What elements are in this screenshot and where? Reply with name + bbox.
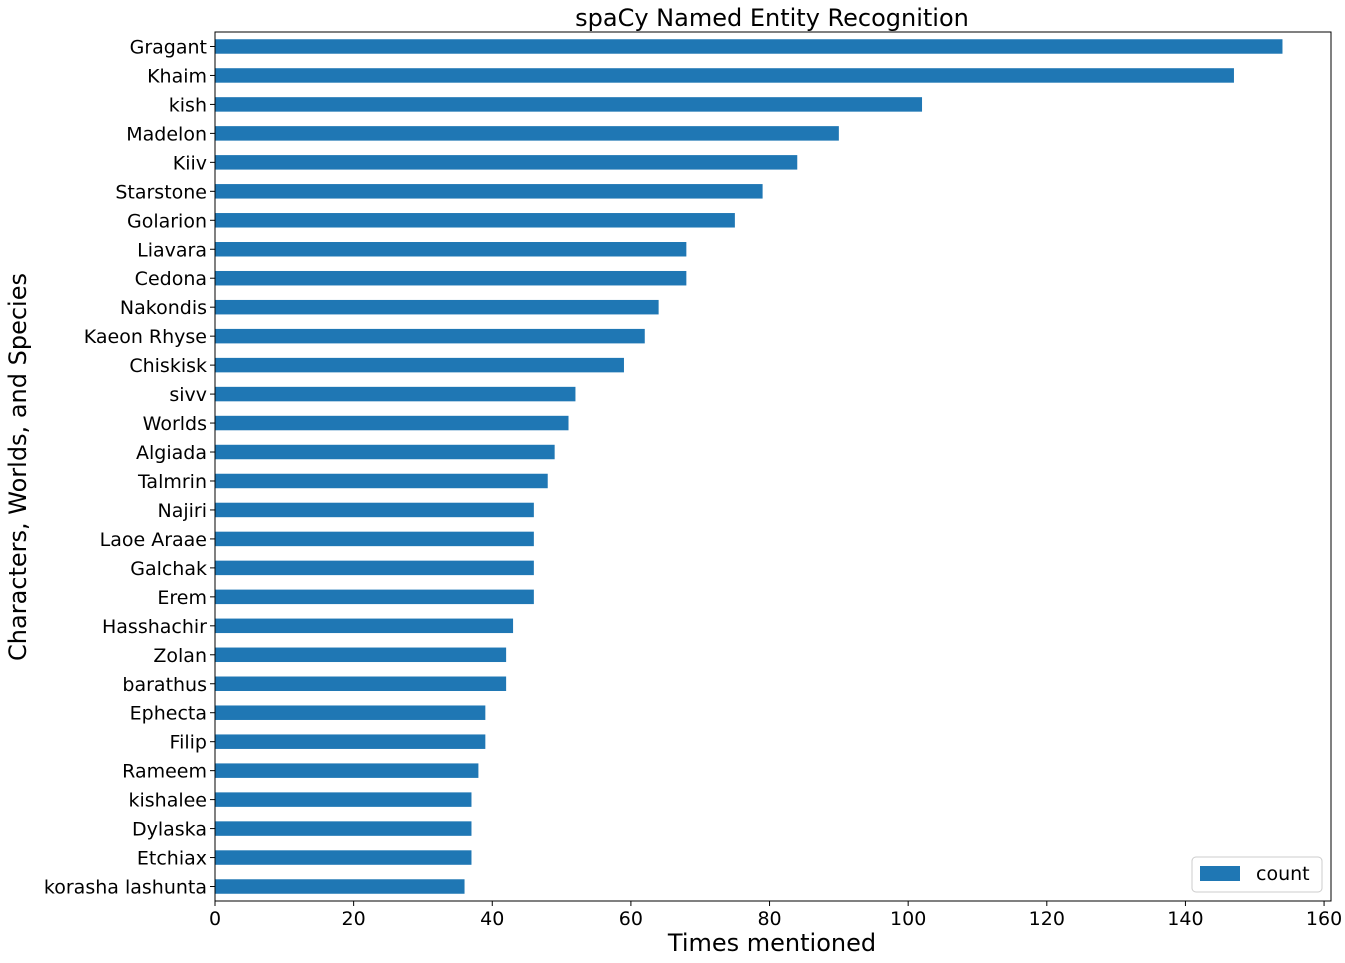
x-tick-label-2: 40 bbox=[480, 908, 504, 930]
bar-27 bbox=[215, 821, 472, 836]
y-tick-label-23: Ephecta bbox=[130, 703, 207, 725]
y-tick-label-4: Kiiv bbox=[173, 152, 207, 174]
x-axis-ticks: 0 20 40 60 80 100 120 140 160 bbox=[209, 901, 1342, 930]
y-axis-ticks: Gragant Khaim kish Madelon Kiiv Starstone Gola… bbox=[44, 36, 215, 899]
y-tick-label-21: Zolan bbox=[153, 645, 207, 667]
bar-7 bbox=[215, 242, 687, 257]
x-tick-label-7: 140 bbox=[1167, 908, 1203, 930]
y-tick-label-19: Erem bbox=[157, 587, 207, 609]
y-tick-label-3: Madelon bbox=[126, 123, 207, 145]
y-tick-label-26: kishalee bbox=[128, 790, 207, 812]
bar-24 bbox=[215, 734, 486, 749]
y-tick-label-25: Rameem bbox=[122, 761, 207, 783]
bars-group bbox=[215, 39, 1283, 894]
y-tick-label-8: Cedona bbox=[135, 268, 207, 290]
bar-17 bbox=[215, 531, 534, 547]
bar-19 bbox=[215, 589, 534, 605]
bar-20 bbox=[215, 618, 514, 634]
y-tick-label-9: Nakondis bbox=[120, 297, 207, 319]
x-tick-label-1: 20 bbox=[342, 908, 366, 930]
bar-9 bbox=[215, 299, 659, 315]
y-tick-label-14: Algiada bbox=[136, 442, 207, 464]
bar-29 bbox=[215, 879, 465, 894]
bar-23 bbox=[215, 705, 486, 720]
bar-18 bbox=[215, 560, 534, 576]
bar-10 bbox=[215, 328, 645, 344]
x-tick-label-0: 0 bbox=[209, 908, 221, 930]
bar-6 bbox=[215, 213, 735, 228]
bar-0 bbox=[215, 39, 1283, 54]
y-tick-label-17: Laoe Araae bbox=[100, 529, 207, 551]
x-tick-label-8: 160 bbox=[1306, 908, 1342, 930]
x-tick-label-4: 80 bbox=[757, 908, 781, 930]
chart-title: spaCy Named Entity Recognition bbox=[575, 4, 969, 32]
bar-26 bbox=[215, 792, 472, 807]
y-tick-label-1: Khaim bbox=[147, 65, 207, 87]
legend-label-count: count bbox=[1256, 863, 1310, 885]
y-tick-label-2: kish bbox=[169, 94, 207, 116]
bar-28 bbox=[215, 850, 472, 865]
y-tick-label-16: Najiri bbox=[157, 500, 207, 522]
y-axis-label: Characters, Worlds, and Species bbox=[4, 273, 32, 661]
y-tick-label-27: Dylaska bbox=[132, 819, 207, 841]
y-tick-label-6: Golarion bbox=[127, 210, 207, 232]
bar-12 bbox=[215, 386, 576, 402]
x-axis-label: Times mentioned bbox=[667, 929, 876, 957]
y-tick-label-10: Kaeon Rhyse bbox=[84, 326, 207, 348]
plot-frame bbox=[214, 31, 1332, 902]
legend-swatch bbox=[1200, 866, 1240, 881]
y-tick-label-13: Worlds bbox=[143, 413, 207, 435]
x-tick-label-3: 60 bbox=[619, 908, 643, 930]
bar-11 bbox=[215, 357, 624, 373]
y-tick-label-28: Etchiax bbox=[137, 848, 207, 870]
bar-22 bbox=[215, 676, 507, 691]
legend-frame bbox=[1191, 856, 1323, 893]
y-tick-label-0: Gragant bbox=[130, 36, 207, 58]
bar-21 bbox=[215, 647, 507, 663]
y-tick-label-18: Galchak bbox=[130, 558, 207, 580]
bar-2 bbox=[215, 97, 923, 112]
y-tick-label-12: sivv bbox=[169, 384, 207, 406]
legend: count bbox=[1191, 856, 1323, 893]
y-tick-label-22: barathus bbox=[122, 674, 207, 696]
y-tick-label-20: Hasshachir bbox=[102, 616, 207, 638]
y-tick-label-24: Filip bbox=[170, 732, 207, 754]
x-tick-label-6: 120 bbox=[1029, 908, 1065, 930]
x-tick-label-5: 100 bbox=[890, 908, 926, 930]
bar-25 bbox=[215, 763, 479, 778]
bar-5 bbox=[215, 184, 763, 199]
bar-16 bbox=[215, 502, 534, 518]
y-tick-label-5: Starstone bbox=[115, 181, 207, 203]
bar-8 bbox=[215, 270, 687, 286]
bar-15 bbox=[215, 473, 548, 489]
y-tick-label-11: Chiskisk bbox=[129, 355, 207, 377]
bar-13 bbox=[215, 415, 569, 431]
bar-4 bbox=[215, 155, 798, 170]
bar-3 bbox=[215, 126, 839, 141]
y-tick-label-29: korasha lashunta bbox=[44, 877, 207, 899]
bar-1 bbox=[215, 68, 1234, 83]
bar-14 bbox=[215, 444, 555, 460]
y-tick-label-15: Talmrin bbox=[137, 471, 207, 493]
y-tick-label-7: Liavara bbox=[137, 239, 207, 261]
